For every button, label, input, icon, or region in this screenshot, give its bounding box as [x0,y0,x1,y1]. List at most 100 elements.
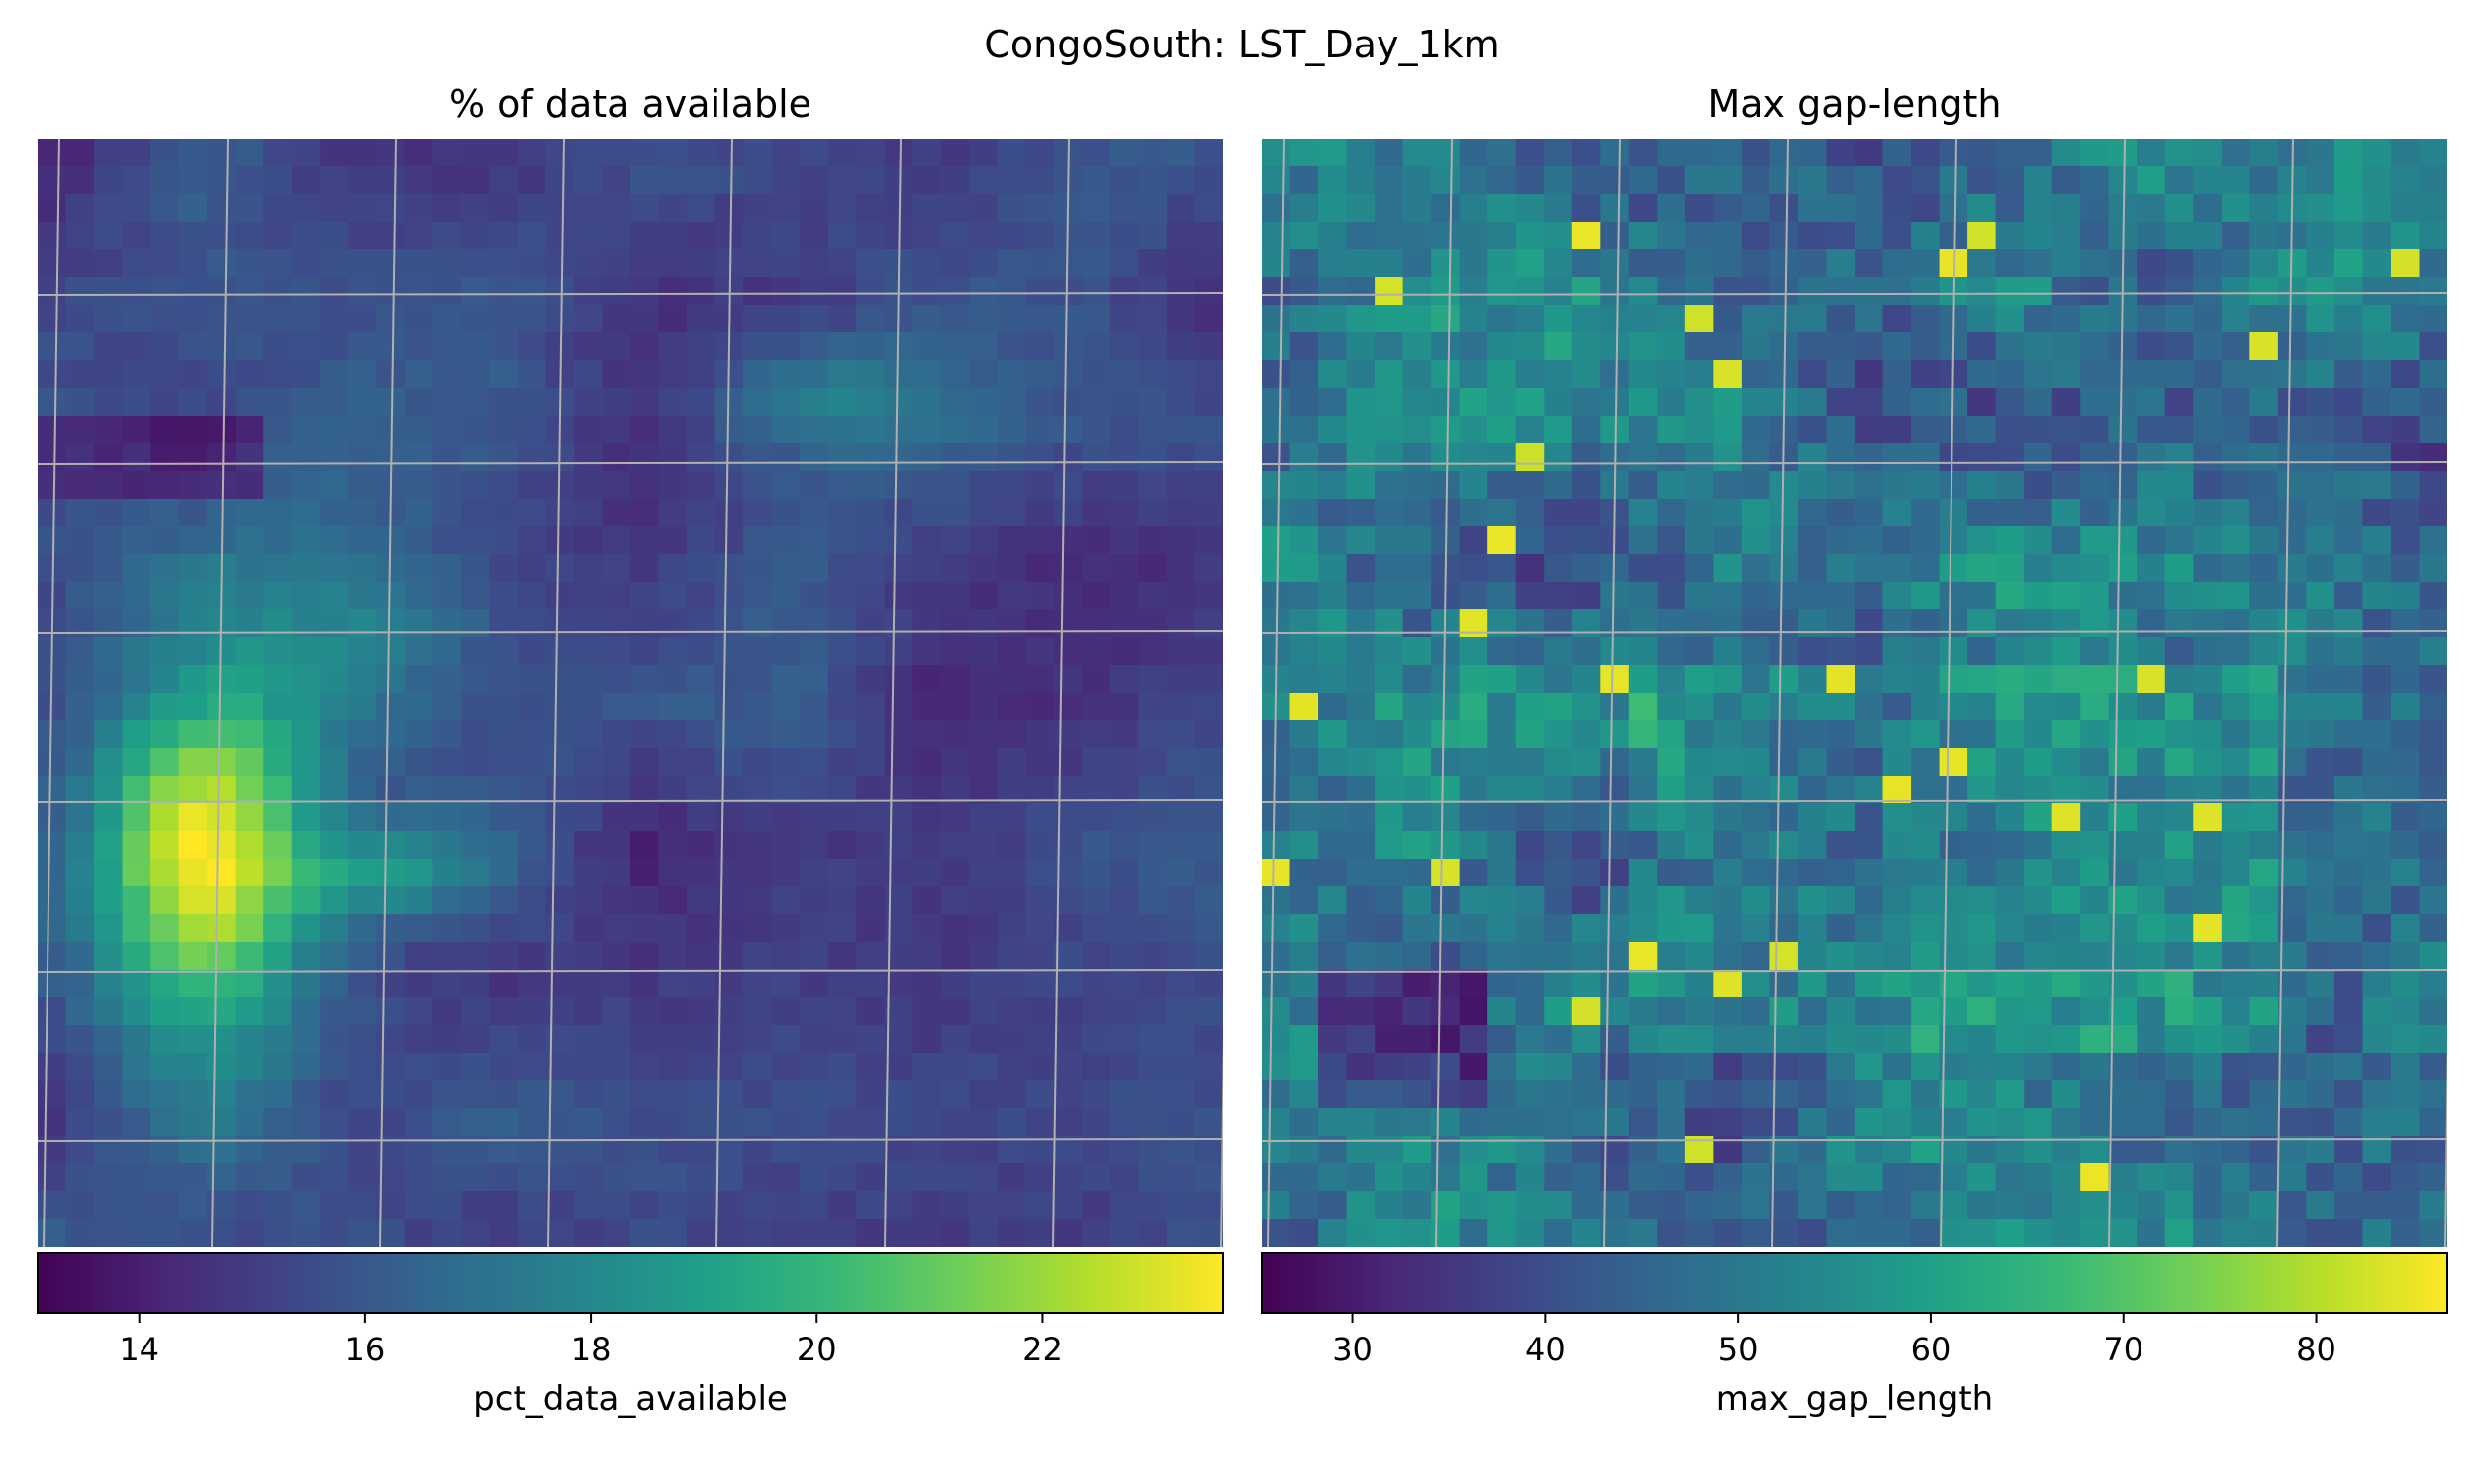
heatmap-cell [376,803,406,832]
heatmap-cell [320,443,349,472]
heatmap-cell [856,859,886,887]
heatmap-cell [2221,222,2250,250]
heatmap-cell [404,748,433,777]
heatmap-cell [1515,249,1545,278]
heatmap-cell [1053,305,1083,333]
heatmap-cell [150,249,180,278]
heatmap-cell [2249,1080,2279,1109]
heatmap-cell [2108,859,2138,887]
heatmap-cell [2137,720,2166,749]
heatmap-cell [1289,693,1319,721]
heatmap-cell [1684,1108,1714,1137]
heatmap-cell [1053,720,1083,749]
heatmap-cell [1967,665,1997,694]
heatmap-cell [1375,1025,1404,1054]
heatmap-cell [714,554,744,583]
heatmap-cell [1797,277,1828,306]
heatmap-cell [969,249,999,278]
heatmap-cell [884,1191,913,1220]
heatmap-cell [800,194,829,223]
heatmap-cell [1967,886,1997,915]
heatmap-cell [1109,554,1140,583]
heatmap-cell [1713,859,1743,887]
heatmap-cell [122,1219,151,1247]
heatmap-cell [1657,277,1686,306]
heatmap-cell [2137,194,2166,223]
heatmap-cell [1431,748,1461,777]
heatmap-cell [1431,1025,1461,1054]
heatmap-cell [235,859,264,887]
heatmap-cell [2051,1080,2081,1109]
heatmap-cell [517,305,547,333]
heatmap-cell [856,693,886,721]
heatmap-cell [1402,332,1432,361]
heatmap-cell [2306,388,2335,417]
heatmap-cell [1939,637,1968,666]
heatmap-cell [827,554,857,583]
heatmap-cell [404,831,433,860]
heatmap-cell [2080,803,2110,832]
heatmap-cell [545,1163,575,1192]
heatmap-cell [1194,471,1223,500]
heatmap-cell [714,194,744,223]
heatmap-cell [1939,859,1968,887]
heatmap-cell [1826,166,1856,195]
heatmap-cell [1571,554,1601,583]
heatmap-cell [771,194,801,223]
heatmap-cell [1138,748,1168,777]
heatmap-cell [460,277,490,306]
heatmap-cell [800,222,829,250]
heatmap-cell [912,1163,942,1192]
heatmap-cell [2080,526,2110,555]
heatmap-cell [1882,249,1912,278]
heatmap-cell [291,305,321,333]
heatmap-cell [2390,1053,2421,1081]
heatmap-cell [630,582,660,610]
heatmap-cell [687,360,716,389]
heatmap-cell [2390,803,2421,832]
heatmap-cell [347,914,377,943]
heatmap-cell [517,1219,547,1247]
heatmap-cell [122,970,151,998]
heatmap-cell [2390,942,2421,971]
heatmap-cell [150,720,180,749]
heatmap-cell [291,831,321,860]
heatmap-cell [1657,914,1686,943]
heatmap-cell [178,886,208,915]
heatmap-cell [207,720,237,749]
heatmap-cell [38,360,67,389]
heatmap-cell [1911,277,1941,306]
heatmap-cell [1995,720,2025,749]
heatmap-cell [2306,582,2335,610]
heatmap-cell [884,360,913,389]
heatmap-cell [1657,305,1686,333]
heatmap-cell [122,166,151,195]
heatmap-cell [1600,831,1630,860]
heatmap-cell [376,637,406,666]
heatmap-cell [1459,416,1488,444]
heatmap-cell [1194,859,1223,887]
gridline-meridian [2444,1038,2447,1247]
heatmap-cell [1769,249,1799,278]
heatmap-cell [1025,1191,1055,1220]
heatmap-cell [545,609,575,638]
heatmap-cell [687,831,716,860]
heatmap-cell [1571,886,1601,915]
heatmap-cell [207,1108,237,1137]
heatmap-cell [573,831,604,860]
heatmap-cell [1515,693,1545,721]
heatmap-cell [2249,222,2279,250]
heatmap-cell [1375,1108,1404,1137]
heatmap-cell [320,1108,349,1137]
heatmap-cell [1995,443,2025,472]
heatmap-cell [969,997,999,1026]
heatmap-cell [1318,665,1348,694]
heatmap-cell [2249,360,2279,389]
heatmap-cell [1939,693,1968,721]
heatmap-cell [1855,748,1884,777]
heatmap-cell [65,416,95,444]
heatmap-cell [800,637,829,666]
heatmap-cell [1138,942,1168,971]
heatmap-cell [122,388,151,417]
heatmap-cell [1194,1219,1223,1247]
